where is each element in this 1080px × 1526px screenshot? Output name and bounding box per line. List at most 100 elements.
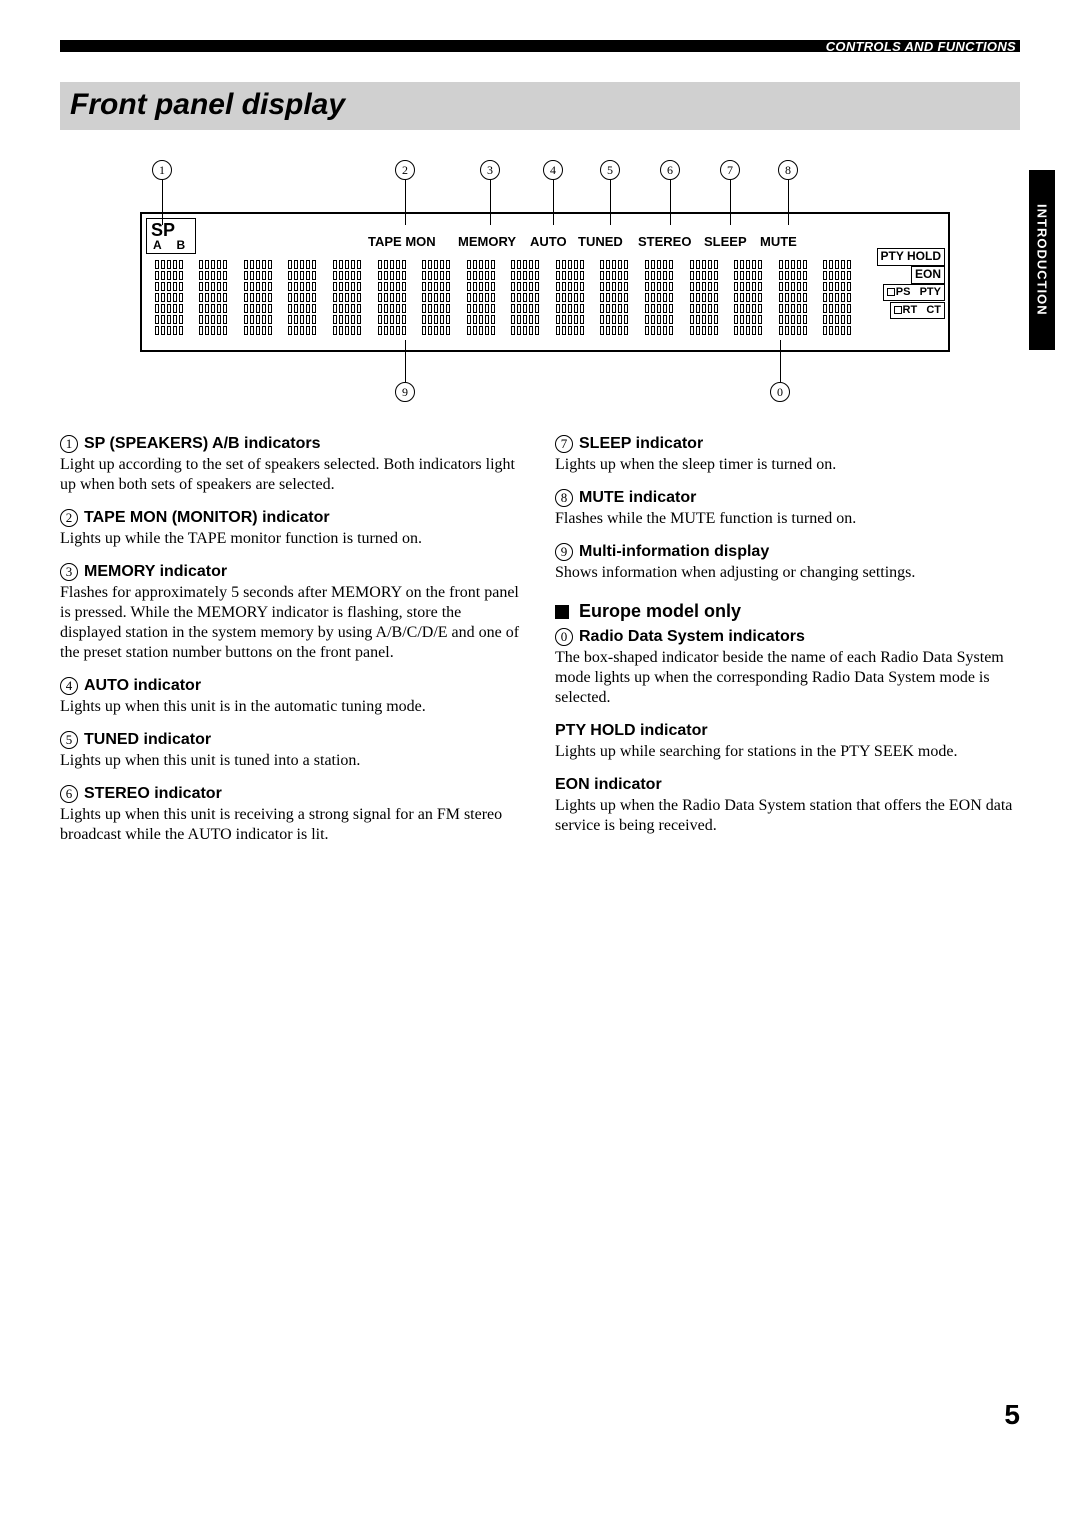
panel-hdr-sleep: SLEEP <box>704 234 747 249</box>
item: 9Multi-information display Shows informat… <box>555 543 1020 583</box>
item-title: MEMORY indicator <box>84 563 227 581</box>
digit-block <box>638 260 680 345</box>
callout-4: 4 <box>543 160 563 180</box>
callout-6: 6 <box>660 160 680 180</box>
item-body: Lights up when this unit is in the autom… <box>60 697 525 717</box>
callout-9: 9 <box>395 382 415 402</box>
digit-block <box>237 260 279 345</box>
item-heading: 8 MUTE indicator <box>555 489 1020 507</box>
sp-box: SP A B <box>146 218 196 254</box>
lead-top <box>405 180 406 225</box>
side-tab: INTRODUCTION <box>1029 170 1055 350</box>
item-number: 2 <box>60 509 78 527</box>
item-title: SP (SPEAKERS) A/B indicators <box>84 435 321 453</box>
item-number: 4 <box>60 677 78 695</box>
item-title: TUNED indicator <box>84 731 211 749</box>
item-number: 1 <box>60 435 78 453</box>
item: EON indicator Lights up when the Radio Da… <box>555 776 1020 836</box>
item-body: Lights up when the Radio Data System sta… <box>555 796 1020 836</box>
ps-pty-box: PS PTY <box>883 284 945 301</box>
digit-block <box>148 260 190 345</box>
right-column: 7SLEEP indicator Lights up when the sleep… <box>555 435 1020 859</box>
item-title: Multi-information display <box>579 543 769 561</box>
item-heading: 1 SP (SPEAKERS) A/B indicators <box>60 435 525 453</box>
item-body: Lights up while the TAPE monitor functio… <box>60 529 525 549</box>
digit-block <box>505 260 547 345</box>
item-heading: 3 MEMORY indicator <box>60 563 525 581</box>
digit-block <box>371 260 413 345</box>
section-title: Front panel display <box>70 88 1010 122</box>
item-body: Shows information when adjusting or chan… <box>555 563 1020 583</box>
digit-block <box>772 260 814 345</box>
item: 1 SP (SPEAKERS) A/B indicators Light up ac… <box>60 435 525 495</box>
lead-top <box>670 180 671 225</box>
lead-top <box>730 180 731 225</box>
item-heading: 2TAPE MON (MONITOR) indicator <box>60 509 525 527</box>
item-heading: 9Multi-information display <box>555 543 1020 561</box>
item-number: 3 <box>60 563 78 581</box>
item: 2TAPE MON (MONITOR) indicator Lights up w… <box>60 509 525 549</box>
item-heading: 5 TUNED indicator <box>60 731 525 749</box>
item: 6 STEREO indicator Lights up when this uni… <box>60 785 525 845</box>
item-number: 8 <box>555 489 573 507</box>
item: 0 Radio Data System indicators The box-sha… <box>555 628 1020 708</box>
digit-block <box>326 260 368 345</box>
europe-heading: Europe model only <box>555 601 1020 622</box>
left-column: 1 SP (SPEAKERS) A/B indicators Light up ac… <box>60 435 525 859</box>
item: 3MEMORY indicatorFlashes for approximate… <box>60 563 525 663</box>
header-label: CONTROLS AND FUNCTIONS <box>826 39 1016 54</box>
item-body: Light up according to the set of speaker… <box>60 455 525 495</box>
item-title: Radio Data System indicators <box>579 628 805 646</box>
callout-0: 0 <box>770 382 790 402</box>
panel-hdr-auto: AUTO <box>530 234 567 249</box>
item-title: MUTE indicator <box>579 489 696 507</box>
item-number: 0 <box>555 628 573 646</box>
digit-block <box>415 260 457 345</box>
item: 8 MUTE indicator Flashes while the MUTE fu… <box>555 489 1020 529</box>
item-body: Flashes while the MUTE function is turne… <box>555 509 1020 529</box>
item: 4AUTO indicatorLights up when this unit … <box>60 677 525 717</box>
panel-frame: SP A B TAPE MON MEMORY AUTO TUNED STEREO SLEE… <box>140 212 950 352</box>
item-body: The box-shaped indicator beside the name… <box>555 648 1020 708</box>
item: 5 TUNED indicator Lights up when this unit… <box>60 731 525 771</box>
item-body: Lights up when this unit is receiving a … <box>60 805 525 845</box>
item: PTY HOLD indicatorLights up while search… <box>555 722 1020 762</box>
item-body: Lights up when the sleep timer is turned… <box>555 455 1020 475</box>
item-number: 6 <box>60 785 78 803</box>
item-body: Lights up when this unit is tuned into a… <box>60 751 525 771</box>
panel-hdr-memory: MEMORY <box>458 234 516 249</box>
lead-bottom <box>780 340 781 382</box>
square-bullet-icon <box>555 605 569 619</box>
item-title: STEREO indicator <box>84 785 222 803</box>
panel-hdr-tuned: TUNED <box>578 234 623 249</box>
item-heading: 7SLEEP indicator <box>555 435 1020 453</box>
item-heading: PTY HOLD indicator <box>555 722 1020 740</box>
digit-block <box>282 260 324 345</box>
item-heading: EON indicator <box>555 776 1020 794</box>
page-number: 5 <box>60 1399 1020 1431</box>
side-tab-text: INTRODUCTION <box>1035 204 1050 316</box>
eon-box: EON <box>911 266 945 284</box>
lead-top <box>490 180 491 225</box>
sp-main: SP <box>151 221 191 239</box>
panel-hdr-tape-mon: TAPE MON <box>368 234 436 249</box>
callout-2: 2 <box>395 160 415 180</box>
callout-8: 8 <box>778 160 798 180</box>
callout-5: 5 <box>600 160 620 180</box>
header-rule: CONTROLS AND FUNCTIONS <box>60 40 1020 52</box>
lead-top <box>162 180 163 225</box>
callout-3: 3 <box>480 160 500 180</box>
item: 7SLEEP indicator Lights up when the sleep… <box>555 435 1020 475</box>
sp-ab: A B <box>151 239 191 251</box>
section-title-bar: Front panel display <box>60 82 1020 130</box>
callout-7: 7 <box>720 160 740 180</box>
lead-top <box>788 180 789 225</box>
digit-block <box>460 260 502 345</box>
digit-block <box>683 260 725 345</box>
digit-block <box>549 260 591 345</box>
digit-block <box>816 260 858 345</box>
panel-hdr-stereo: STEREO <box>638 234 691 249</box>
item-number: 5 <box>60 731 78 749</box>
item-title: EON indicator <box>555 776 662 794</box>
lead-top <box>553 180 554 225</box>
